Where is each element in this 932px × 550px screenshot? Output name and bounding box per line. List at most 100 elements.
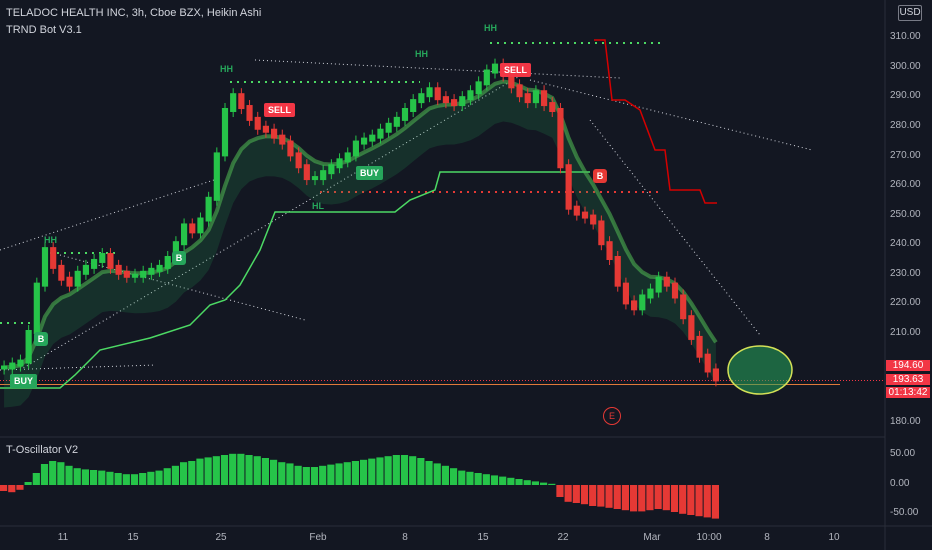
candle <box>508 72 515 89</box>
sell-signal[interactable]: SELL <box>500 63 532 77</box>
oscillator-bar <box>40 464 49 485</box>
candle <box>74 270 81 287</box>
close-price-label: 193.63 <box>886 374 930 385</box>
oscillator-bar <box>409 456 417 485</box>
candle <box>115 264 122 275</box>
candle <box>680 294 687 320</box>
time-tick: 25 <box>215 532 227 543</box>
oscillator-bar <box>114 473 122 485</box>
hh-label: HH <box>220 64 233 74</box>
candle <box>712 368 719 382</box>
oscillator-bar <box>507 477 515 485</box>
sell-signal[interactable]: SELL <box>264 103 296 117</box>
candle <box>205 196 212 222</box>
oscillator-bar <box>482 474 490 485</box>
time-tick: Mar <box>643 532 661 543</box>
oscillator-bar <box>98 470 106 485</box>
oscillator-bar <box>589 485 597 506</box>
candle <box>336 158 343 169</box>
candle <box>426 87 433 98</box>
candle <box>140 270 147 278</box>
oscillator-bar <box>670 485 679 512</box>
oscillator-bar <box>474 473 482 485</box>
candle <box>230 93 237 112</box>
candle <box>393 116 400 127</box>
candle <box>91 258 98 269</box>
candle <box>287 140 294 157</box>
candle <box>655 276 662 293</box>
candle <box>590 214 597 225</box>
oscillator-bar <box>270 459 278 485</box>
price-tick: 270.00 <box>890 150 921 161</box>
hh-label: HH <box>415 49 428 59</box>
oscillator-title[interactable]: T-Oscillator V2 <box>6 444 79 456</box>
hl-label: HL <box>312 201 324 211</box>
oscillator-bar <box>32 473 40 485</box>
oscillator-bar <box>335 463 343 485</box>
b-marker-bear[interactable]: B <box>593 169 607 183</box>
candle <box>33 282 40 334</box>
chart-title: TELADOC HEALTH INC, 3h, Cboe BZX, Heikin… <box>6 7 262 19</box>
oscillator-bar <box>376 457 384 485</box>
time-tick: 11 <box>57 532 69 543</box>
candle <box>369 134 376 142</box>
indicator-label[interactable]: TRND Bot V3.1 <box>6 24 82 36</box>
oscillator-bar <box>572 485 580 503</box>
candle <box>671 282 679 299</box>
oscillator-bar <box>638 485 646 512</box>
currency-badge[interactable]: USD <box>898 5 922 21</box>
last-price-label: 194.60 <box>886 360 930 371</box>
time-tick: 15 <box>477 532 489 543</box>
oscillator-bar <box>188 461 196 485</box>
oscillator-bar <box>711 485 719 519</box>
oscillator-bar <box>400 455 409 485</box>
candle <box>262 125 269 133</box>
oscillator-bar <box>540 482 548 485</box>
oscillator-bar <box>24 482 32 485</box>
oscillator-bar <box>384 456 392 485</box>
candle <box>696 335 703 358</box>
oscillator-bar <box>458 470 466 485</box>
trendline <box>589 119 761 336</box>
candle <box>213 152 220 201</box>
price-tick: 180.00 <box>890 416 921 427</box>
b-marker[interactable]: B <box>172 251 186 265</box>
price-tick: 230.00 <box>890 268 921 279</box>
candle <box>639 294 646 311</box>
candle <box>246 105 253 121</box>
oscillator-bar <box>81 469 89 485</box>
candle <box>598 220 605 246</box>
oscillator-bar <box>564 485 572 502</box>
candle <box>549 102 556 112</box>
candle <box>328 164 335 175</box>
oscillator-bar <box>163 468 171 485</box>
oscillator-bar <box>147 471 155 485</box>
candle <box>197 217 204 234</box>
trendline <box>254 59 621 79</box>
oscillator-bar <box>286 463 294 485</box>
candle <box>647 288 654 299</box>
oscillator-bar <box>556 485 564 497</box>
candle <box>573 205 580 216</box>
candle <box>352 140 359 157</box>
b-marker[interactable]: B <box>34 332 48 346</box>
buy-signal[interactable]: BUY <box>356 166 384 180</box>
candle <box>238 93 245 110</box>
candle <box>344 152 351 163</box>
oscillator-bar <box>687 485 695 515</box>
price-tick: 260.00 <box>890 179 921 190</box>
time-tick: 8 <box>764 532 770 543</box>
time-tick: 15 <box>127 532 139 543</box>
buy-signal[interactable]: BUY <box>10 374 38 388</box>
oscillator-bar <box>8 485 16 493</box>
oscillator-bar <box>319 465 327 485</box>
candle <box>9 362 16 370</box>
e-marker[interactable]: E <box>603 407 621 425</box>
oscillator-bar <box>360 459 368 485</box>
bar-countdown: 01:13:42 <box>886 387 930 398</box>
candle <box>467 90 474 101</box>
oscillator-bar <box>343 462 351 485</box>
candle <box>524 93 531 104</box>
oscillator-bar <box>49 461 57 485</box>
